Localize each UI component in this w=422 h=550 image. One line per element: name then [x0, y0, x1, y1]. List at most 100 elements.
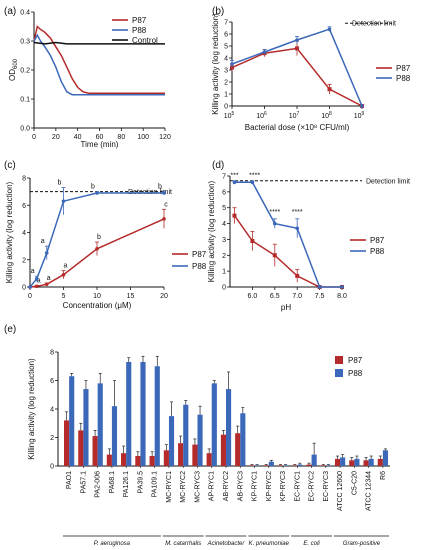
- chart-e-bar-p88: [140, 361, 146, 466]
- chart-e-bar-p88: [168, 416, 175, 466]
- chart-d-x-tick-label: 6.0: [248, 293, 258, 300]
- chart-e-y-tick-label: 8: [50, 350, 54, 357]
- chart-d-point: [232, 213, 237, 218]
- chart-b-x-tick-label: 109: [354, 111, 365, 120]
- chart-e-bar-p88: [111, 406, 118, 466]
- chart-e-bar-p88: [283, 465, 289, 466]
- chart-e-bar-p88: [154, 366, 160, 466]
- chart-e-bar-p88: [340, 457, 346, 466]
- chart-c-x-tick-label: 15: [127, 293, 135, 300]
- chart-e-y-tick-label: 4: [50, 407, 54, 414]
- chart-e-bar-p87: [106, 454, 112, 466]
- chart-e-category-label: EC-RYC1: [294, 471, 301, 502]
- chart-c-y-tick-label: 6: [22, 203, 26, 210]
- chart-a-x-tick-label: 80: [117, 134, 125, 141]
- chart-e-bar-p87: [163, 450, 169, 466]
- chart-d-y-tick-label: 6: [222, 189, 226, 196]
- chart-d-significance-annotation: ****: [249, 173, 260, 180]
- chart-b-y-tick-label: 3: [224, 68, 228, 75]
- chart-b-x-axis-label: Bacterial dose (×10⁸ CFU/ml): [245, 123, 350, 132]
- chart-c-point: [162, 217, 166, 221]
- chart-e-bar-p87: [306, 464, 312, 466]
- chart-b-x-tick-label: 108: [321, 111, 332, 120]
- chart-e-category-label: AP-RYC1: [209, 471, 216, 501]
- chart-e-bar-p87: [320, 465, 326, 466]
- chart-d-point: [295, 273, 300, 278]
- chart-a-legend-label-control: Control: [132, 36, 158, 45]
- chart-c-significance-letter: a: [47, 275, 51, 282]
- chart-e-bar-p88: [311, 454, 317, 466]
- panel-label-e: (e): [4, 324, 16, 335]
- chart-e-category-label: C5-C20: [351, 471, 358, 495]
- chart-b-x-tick-exp: 8: [329, 111, 332, 117]
- chart-e-bar-p88: [368, 458, 374, 466]
- chart-e-bar-p87: [206, 453, 212, 466]
- chart-b-y-tick-label: 1: [224, 92, 228, 99]
- chart-a-x-tick-label: 0: [32, 134, 36, 141]
- chart-d-x-tick-label: 7.5: [315, 293, 325, 300]
- chart-a-y-tick-label: 0.2: [20, 68, 30, 75]
- chart-e-group-label: Acinetobacter: [207, 541, 246, 547]
- chart-c-y-tick-label: 8: [22, 176, 26, 183]
- chart-e-bar-p87: [192, 444, 198, 466]
- chart-a-series-line-p88: [33, 33, 165, 96]
- chart-c-significance-letter: b: [97, 234, 101, 241]
- chart-b-legend-label-p87: P87: [396, 64, 411, 73]
- chart-a-series-line-control: [33, 41, 165, 45]
- chart-e-group-label: K. pneumoniae: [249, 541, 290, 547]
- chart-c-y-tick-label: 0: [22, 285, 26, 292]
- chart-c-significance-letter: a: [41, 238, 45, 245]
- chart-b-legend-label-p88: P88: [396, 74, 411, 83]
- chart-e-bar-p88: [240, 413, 246, 466]
- chart-e-bar-p88: [382, 450, 389, 466]
- chart-a-x-tick-label: 40: [74, 134, 82, 141]
- chart-e-bar-p87: [149, 456, 155, 466]
- chart-b-x-tick-exp: 9: [362, 111, 365, 117]
- chart-d-significance-annotation: ***: [230, 173, 238, 180]
- chart-c-x-tick-label: 5: [62, 293, 66, 300]
- chart-c-point: [28, 285, 32, 289]
- chart-e-category-label: R6: [380, 471, 387, 480]
- chart-d-x-tick-label: 6.5: [270, 293, 280, 300]
- chart-a-y-tick-label: 0.4: [20, 10, 30, 17]
- chart-c-point: [95, 247, 99, 251]
- chart-e-category-label: PA126.1: [123, 471, 130, 497]
- chart-e-legend-label-p87: P87: [348, 356, 363, 365]
- chart-e-y-tick-label: 0: [50, 464, 54, 471]
- chart-c-point: [61, 199, 66, 203]
- chart-e-category-label: MC-RYC3: [194, 471, 201, 503]
- chart-e-bar-p88: [97, 383, 103, 466]
- chart-e-bar-p88: [268, 461, 274, 466]
- chart-e-bar-p87: [377, 458, 383, 466]
- chart-e-bar-p87: [135, 456, 141, 466]
- chart-b-point: [327, 27, 332, 32]
- chart-e-category-label: EC-RYC3: [323, 471, 330, 502]
- panel-label-d: (d): [212, 160, 224, 171]
- chart-e-bar-p88: [69, 376, 75, 466]
- chart-b-x-tick-base: 10: [224, 113, 232, 120]
- chart-b-x-tick-base: 10: [321, 113, 329, 120]
- chart-b-y-tick-label: 2: [224, 80, 228, 87]
- chart-e-bar-p87: [220, 434, 226, 466]
- chart-b-x-tick-exp: 5: [232, 111, 235, 117]
- chart-e-group-label: M. catarrhalis: [165, 541, 201, 547]
- chart-e-bar-p87: [334, 458, 341, 466]
- chart-e-category-label: AB-RYC3: [237, 471, 244, 501]
- chart-e-bar-p87: [121, 453, 127, 466]
- chart-e-legend-swatch-p87: [335, 356, 343, 364]
- chart-e-category-label: MC-RYC1: [166, 471, 173, 503]
- chart-e-y-tick-label: 6: [50, 378, 54, 385]
- chart-b-y-tick-label: 4: [224, 56, 228, 63]
- chart-e-bar-p88: [297, 464, 303, 466]
- chart-a-series-line-p87: [33, 25, 165, 94]
- chart-c-point: [44, 251, 49, 255]
- chart-e-bar-p88: [254, 465, 260, 466]
- chart-e-legend-swatch-p88: [335, 369, 343, 377]
- chart-a-y-tick-label: 0.1: [20, 97, 30, 104]
- chart-d-significance-annotation: ****: [292, 209, 303, 216]
- chart-e-category-label: PA39.5: [137, 471, 144, 494]
- chart-c-point: [95, 191, 99, 195]
- chart-c-legend-label-p88: P88: [192, 262, 207, 271]
- chart-a-legend-label-p88: P88: [132, 26, 147, 35]
